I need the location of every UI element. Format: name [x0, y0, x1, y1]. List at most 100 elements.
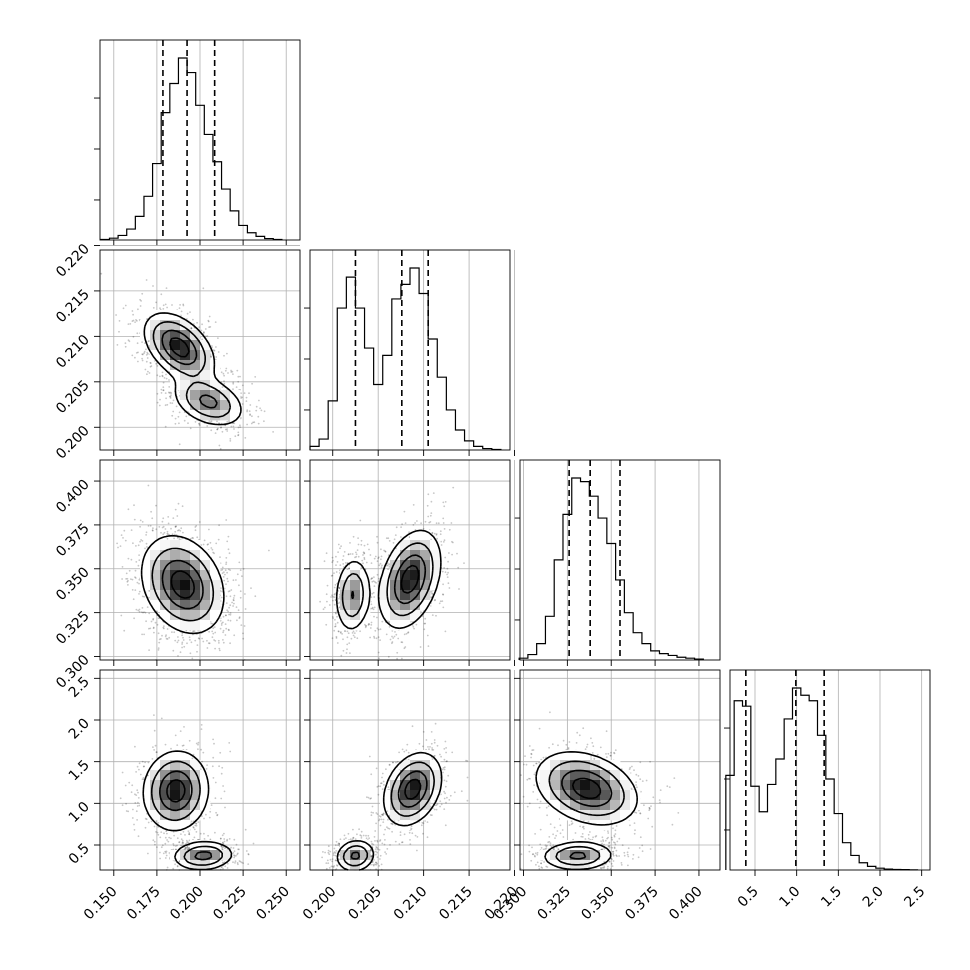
scatter-point: [220, 596, 223, 599]
scatter-point: [440, 544, 443, 546]
scatter-point: [395, 526, 398, 529]
scatter-point: [394, 534, 397, 536]
histogram-panel-1: [94, 39, 301, 246]
scatter-point: [157, 649, 160, 651]
scatter-point: [370, 577, 373, 580]
scatter-point: [162, 304, 165, 307]
panel-frame: [99, 39, 301, 241]
scatter-point: [222, 576, 225, 578]
scatter-point: [413, 627, 415, 630]
scatter-point: [123, 529, 126, 532]
scatter-point: [192, 318, 194, 321]
scatter-point: [376, 541, 379, 544]
scatter-point: [334, 618, 336, 621]
scatter-point: [373, 596, 376, 598]
scatter-point: [429, 521, 432, 523]
scatter-point: [228, 590, 231, 592]
scatter-point: [146, 373, 148, 376]
scatter-point: [191, 657, 194, 660]
scatter-point: [341, 633, 343, 635]
density-cell: [190, 620, 201, 631]
scatter-point: [152, 627, 155, 630]
panel-frame: [309, 249, 511, 451]
scatter-point: [174, 863, 177, 866]
scatter-point: [419, 646, 422, 648]
scatter-point: [120, 534, 123, 536]
scatter-point: [339, 547, 341, 550]
scatter-point: [141, 341, 144, 343]
scatter-point: [165, 287, 168, 289]
scatter-point: [342, 555, 345, 557]
scatter-point: [237, 426, 240, 429]
scatter-point: [373, 585, 376, 587]
density-cell: [210, 360, 221, 371]
scatter-point: [355, 555, 358, 558]
scatter-point: [222, 639, 224, 641]
x-tick-label: 1.0: [776, 884, 803, 911]
scatter-point: [230, 425, 233, 428]
scatter-point: [129, 323, 132, 325]
scatter-point: [346, 643, 349, 646]
scatter-point: [401, 523, 403, 525]
scatter-point: [446, 576, 449, 578]
scatter-point: [232, 599, 235, 602]
scatter-point: [351, 632, 354, 634]
scatter-point: [164, 392, 167, 394]
scatter-point: [223, 579, 226, 582]
scatter-point: [346, 636, 349, 639]
scatter-point: [146, 546, 148, 548]
scatter-point: [232, 579, 235, 582]
scatter-point: [380, 548, 382, 551]
x-tick-label: 1.5: [818, 884, 845, 911]
scatter-point: [163, 531, 166, 534]
scatter-point: [361, 559, 364, 562]
scatter-point: [122, 307, 125, 310]
density-panel-3-2: [304, 459, 515, 666]
scatter-point: [134, 745, 136, 748]
scatter-point: [356, 637, 359, 640]
scatter-point: [335, 564, 337, 566]
scatter-point: [231, 601, 234, 604]
scatter-point: [236, 619, 238, 622]
y-tick-label: 0.350: [53, 564, 93, 604]
scatter-point: [221, 566, 224, 569]
scatter-point: [338, 597, 340, 600]
scatter-point: [139, 525, 142, 528]
scatter-point: [348, 567, 351, 570]
scatter-point: [210, 622, 213, 625]
scatter-point: [249, 413, 252, 416]
scatter-point: [333, 586, 336, 589]
scatter-point: [132, 319, 135, 322]
scatter-point: [150, 620, 153, 623]
scatter-point: [441, 570, 444, 573]
scatter-point: [133, 617, 136, 620]
scatter-point: [238, 617, 241, 620]
scatter-point: [204, 328, 207, 330]
scatter-point: [235, 386, 238, 388]
scatter-point: [432, 492, 435, 494]
scatter-point: [165, 397, 168, 400]
scatter-point: [374, 555, 377, 558]
scatter-point: [257, 415, 260, 418]
scatter-point: [371, 580, 374, 583]
scatter-point: [412, 625, 415, 628]
scatter-point: [221, 568, 224, 571]
scatter-point: [123, 629, 126, 632]
scatter-point: [347, 553, 350, 556]
scatter-point: [259, 407, 261, 410]
scatter-point: [196, 321, 199, 324]
histogram-panel-4: 0.5 1.0 1.5 2.0 2.5: [724, 669, 931, 911]
scatter-point: [209, 541, 212, 544]
scatter-point: [341, 559, 344, 561]
scatter-point: [222, 615, 225, 618]
density-cell: [180, 590, 191, 601]
scatter-point: [145, 542, 148, 545]
scatter-point: [132, 542, 134, 545]
scatter-point: [373, 637, 376, 639]
scatter-point: [136, 320, 138, 322]
scatter-point: [323, 560, 326, 563]
scatter-point: [370, 596, 373, 599]
scatter-point: [237, 431, 240, 434]
scatter-point: [148, 372, 151, 374]
